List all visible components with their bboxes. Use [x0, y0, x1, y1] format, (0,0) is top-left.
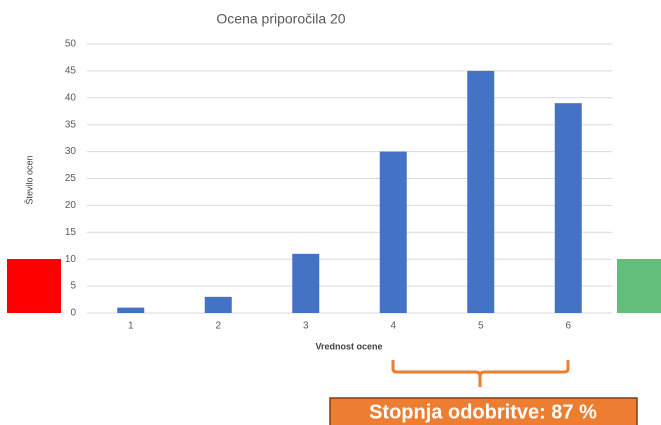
y-axis-label: Število ocen [24, 155, 34, 204]
bar [292, 253, 320, 313]
annotation: Stopnja odobritve: 87 % [369, 401, 597, 423]
y-tick-label: 0 [70, 308, 76, 319]
green-marker [617, 259, 661, 313]
chart-title: Ocena priporočila 20 [216, 11, 345, 27]
annotation-box [329, 397, 638, 425]
bar [117, 307, 145, 313]
y-tick-label: 45 [65, 66, 77, 77]
y-tick-label: 30 [65, 146, 77, 157]
y-tick-label: 10 [65, 254, 77, 265]
y-tick-label: 20 [65, 200, 77, 211]
y-tick-label: 50 [65, 39, 77, 50]
x-axis-label: Vrednost ocene [315, 341, 382, 351]
y-tick-label: 5 [70, 281, 76, 292]
bar [554, 103, 582, 314]
bracket [391, 360, 570, 387]
x-tick-label: 2 [215, 321, 221, 332]
y-tick-label: 35 [65, 119, 77, 130]
y-tick-label: 15 [65, 227, 77, 238]
y-tick-label: 40 [65, 92, 77, 103]
x-tick-label: 6 [565, 321, 571, 332]
x-tick-label: 1 [128, 321, 134, 332]
x-tick-label: 4 [390, 321, 396, 332]
bar [204, 296, 232, 313]
bar [379, 151, 407, 313]
x-tick-label: 3 [303, 321, 309, 332]
red-marker [7, 259, 61, 313]
x-tick-label: 5 [478, 321, 484, 332]
bar [467, 70, 495, 314]
y-tick-label: 25 [65, 173, 77, 184]
